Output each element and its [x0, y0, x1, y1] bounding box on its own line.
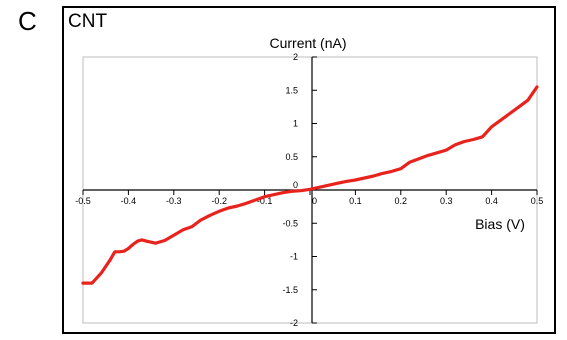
y-tick-label: -2 [290, 318, 298, 328]
y-tick-label: -1.5 [282, 285, 298, 295]
x-axis-label: Bias (V) [475, 216, 525, 232]
figure-frame [62, 6, 556, 334]
y-tick-label: -0.5 [282, 218, 298, 228]
x-tick-label: -0.3 [166, 196, 182, 206]
y-tick-label: 2 [293, 52, 298, 62]
y-tick-label: 1.5 [285, 85, 298, 95]
chart-plot-area: -0.5 -0.4 -0.3 -0.2 -0.1 0 0.1 0.2 0.3 0.4 0.5 -2 -1… [75, 35, 543, 328]
series-line-0 [81, 85, 539, 285]
x-tick-label: 0.3 [440, 196, 453, 206]
x-tick-label: -0.4 [121, 196, 137, 206]
panel-label: C [18, 6, 37, 36]
figure-title: CNT [68, 11, 108, 32]
x-tick-label: 0 [312, 196, 317, 206]
y-tick-label: 1 [293, 119, 298, 129]
y-axis-label: Current (nA) [269, 35, 346, 51]
x-tick-label: 0.1 [349, 196, 362, 206]
y-tick-label: 0 [293, 180, 298, 190]
x-tick-label: 0.4 [485, 196, 498, 206]
y-tick-label: 0.5 [285, 152, 298, 162]
x-tick-label: -0.5 [75, 196, 91, 206]
x-tick-label: 0.5 [531, 196, 544, 206]
x-tick-label: -0.2 [211, 196, 227, 206]
x-tick-label: -0.1 [257, 196, 273, 206]
y-tick-label: -1 [290, 252, 298, 262]
x-tick-label: 0.2 [395, 196, 408, 206]
